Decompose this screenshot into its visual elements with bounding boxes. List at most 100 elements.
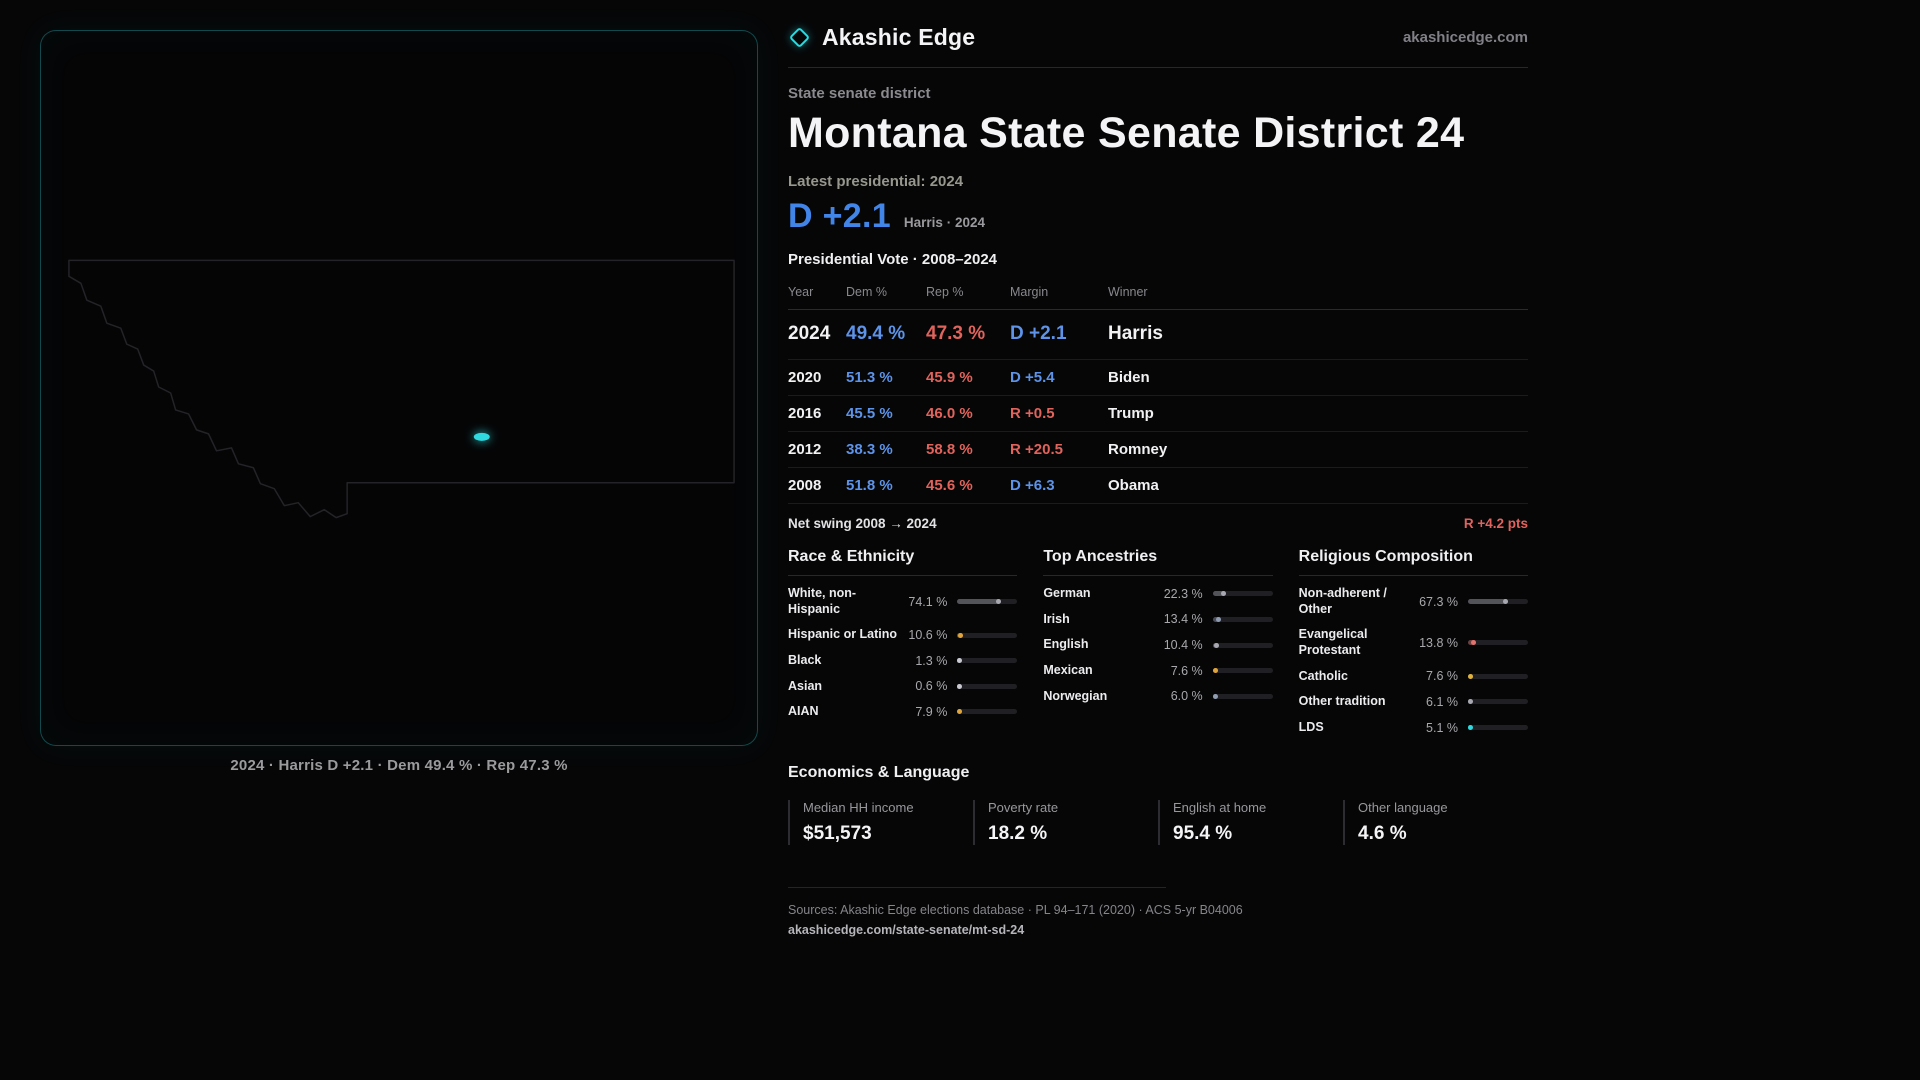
economics-stats-row: Median HH income $51,573 Poverty rate 18… [788,800,1528,846]
demo-item-value: 7.6 % [1170,663,1203,678]
stat-label: Poverty rate [988,800,1059,816]
brand-lockup: Akashic Edge [788,24,975,51]
stat-other-language: Other language 4.6 % [1343,800,1528,846]
religion-item: Non-adherent / Other 67.3 % [1299,581,1528,622]
footer-sources: Sources: Akashic Edge elections database… [788,903,1243,918]
religious-composition-title: Religious Composition [1298,548,1528,576]
race-ethnicity-list: White, non-Hispanic 74.1 % Hispanic or L… [788,581,1018,725]
district-map-panel [40,30,758,746]
demo-item-value: 6.0 % [1170,689,1203,704]
demo-item-bar [957,683,1018,689]
economics-language-section: Economics & Language Median HH income $5… [788,764,1528,846]
ancestry-item: English 10.4 % [1043,632,1273,658]
religious-composition-column: Religious Composition Non-adherent / Oth… [1298,548,1528,741]
demo-item-bar [1212,616,1273,622]
demo-item-bar [1212,693,1273,699]
demo-item-bar [1467,599,1528,605]
vote-col-winner: Winner [1108,276,1528,310]
demo-item-label: White, non-Hispanic [788,586,857,616]
net-swing-value: R +4.2 pts [1463,516,1528,531]
demo-item-bar [1212,642,1273,648]
demo-item-bar [1212,668,1273,674]
vote-dem-share: 51.8 % [846,467,926,504]
vote-dem-share: 38.3 % [846,431,926,468]
footer-divider [788,887,1166,889]
vote-margin: D +5.4 [1010,359,1108,396]
demo-item-value: 7.9 % [915,704,948,719]
vote-col-dem: Dem % [846,276,926,310]
ancestry-item: German 22.3 % [1043,581,1273,607]
demo-item-value: 13.4 % [1163,612,1203,627]
stat-label: English at home [1173,800,1267,816]
religion-item: Catholic 7.6 % [1299,664,1528,690]
vote-year: 2012 [788,431,846,468]
brand-header: Akashic Edge akashicedge.com [788,24,1528,68]
stat-value: $51,573 [803,823,872,845]
vote-col-margin: Margin [1010,276,1108,310]
demo-item-value: 7.6 % [1426,669,1458,684]
demo-item-bar [957,709,1018,715]
vote-margin: D +2.1 [1010,309,1108,360]
demo-item-label: LDS [1298,719,1324,734]
district-highlight-marker [473,432,490,441]
top-ancestries-title: Top Ancestries [1043,548,1273,576]
headline-margin-value: D +2.1 [788,197,891,235]
demo-item-label: Black [788,652,822,667]
vote-winner: Trump [1108,395,1528,432]
demo-item-value: 10.6 % [908,628,948,643]
race-item: Asian 0.6 % [788,674,1018,700]
district-type-kicker: State senate district [788,85,931,102]
religion-item: Evangelical Protestant 13.8 % [1299,622,1528,663]
latest-presidential-label: Latest presidential: 2024 [788,173,964,190]
vote-rep-share: 47.3 % [926,309,1010,360]
brand-diamond-icon [788,26,811,49]
vote-dem-share: 51.3 % [846,359,926,396]
race-item: Black 1.3 % [788,648,1018,674]
stat-english-at-home: English at home 95.4 % [1158,800,1343,846]
vote-margin: R +20.5 [1010,431,1108,468]
demo-item-value: 10.4 % [1163,638,1203,653]
footer-permalink: akashicedge.com/state-senate/mt-sd-24 [788,923,1025,938]
vote-table-header-row: Year Dem % Rep % Margin Winner [788,276,1528,310]
demo-item-bar [957,658,1018,664]
top-ancestries-list: German 22.3 % Irish 13.4 % English 10.4 … [1043,581,1273,709]
demo-item-bar [957,599,1018,605]
montana-outline-map [68,259,735,519]
demo-item-value: 6.1 % [1426,694,1458,709]
demo-item-label: Hispanic or Latino [788,627,898,642]
demo-item-label: Catholic [1298,668,1348,683]
vote-row-2020: 2020 51.3 % 45.9 % D +5.4 Biden [788,359,1528,396]
demo-item-bar [1467,640,1528,646]
net-swing-label: Net swing 2008 → 2024 [788,516,937,531]
stat-label: Other language [1358,800,1448,816]
vote-winner: Obama [1108,467,1528,504]
brand-site-link[interactable]: akashicedge.com [1402,29,1528,46]
demo-item-value: 1.3 % [915,653,948,668]
vote-row-2008: 2008 51.8 % 45.6 % D +6.3 Obama [788,467,1528,504]
demo-item-label: AIAN [788,704,819,719]
top-ancestries-column: Top Ancestries German 22.3 % Irish 13.4 … [1043,548,1273,740]
demo-item-label: German [1043,586,1091,600]
stat-value: 18.2 % [988,823,1048,845]
brand-name: Akashic Edge [822,24,976,50]
headline-margin-note: Harris · 2024 [903,215,985,230]
stat-label: Median HH income [803,800,914,816]
demo-item-label: Mexican [1043,662,1093,677]
demo-item-label: Evangelical Protestant [1298,627,1368,657]
page-title: Montana State Senate District 24 [788,109,1465,157]
demo-item-value: 13.8 % [1419,635,1458,650]
vote-year: 2008 [788,467,846,504]
demo-item-bar [1467,699,1528,705]
ancestry-item: Irish 13.4 % [1043,607,1273,633]
race-ethnicity-column: Race & Ethnicity White, non-Hispanic 74.… [788,548,1018,740]
religion-item: Other tradition 6.1 % [1299,689,1528,715]
vote-rep-share: 58.8 % [926,431,1010,468]
vote-col-rep: Rep % [926,276,1010,310]
montana-outline [68,259,735,519]
economics-language-title: Economics & Language [788,764,970,782]
demo-item-bar [1467,673,1528,679]
demographics-grid: Race & Ethnicity White, non-Hispanic 74.… [788,548,1528,740]
net-swing-row: Net swing 2008 → 2024 R +4.2 pts [788,504,1528,544]
religion-item: LDS 5.1 % [1299,715,1528,741]
demo-item-bar [1212,591,1273,597]
